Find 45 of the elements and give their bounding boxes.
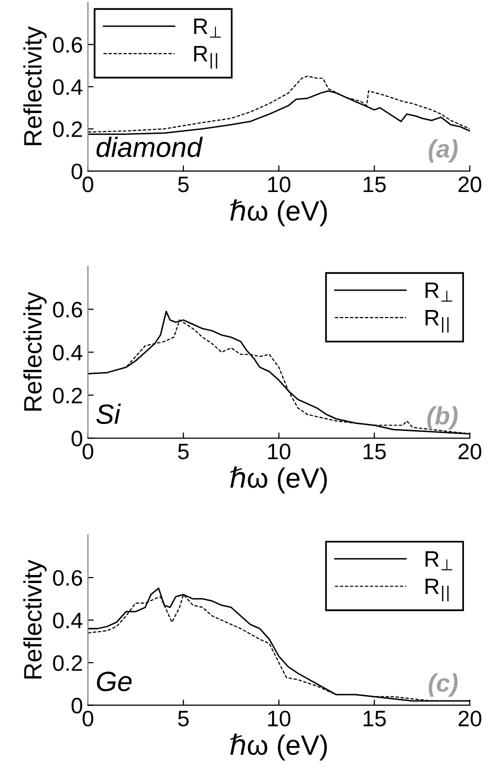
legend-label: R$_{⊥}$ <box>426 282 452 302</box>
x-tick-label: 20 <box>458 710 482 726</box>
y-axis-title: Reflectivity <box>23 26 47 146</box>
x-axis-title: ℏω (eV) <box>230 734 327 760</box>
legend-label: R$_{||}$ <box>426 310 449 333</box>
x-tick-label: 10 <box>268 444 290 460</box>
y-tick-label: 0 <box>72 698 82 714</box>
x-tick-label: 5 <box>178 710 189 726</box>
x-tick-label: 10 <box>268 176 290 192</box>
annotation: Ge <box>96 672 132 692</box>
x-tick-label: 20 <box>458 444 482 460</box>
y-tick-label: 0 <box>72 164 82 180</box>
x-tick-label: 15 <box>364 710 386 726</box>
x-tick-label: 0 <box>82 176 94 192</box>
x-tick-label: 15 <box>364 176 386 192</box>
legend-label: R$_{⊥}$ <box>426 551 452 570</box>
y-tick-label: 0.2 <box>53 121 82 138</box>
x-tick-label: 0 <box>82 444 94 460</box>
x-tick-label: 5 <box>178 176 189 192</box>
y-axis-title: Reflectivity <box>23 560 47 678</box>
y-tick-label: 0.2 <box>53 388 82 404</box>
y-tick-label: 0.6 <box>53 570 82 586</box>
y-tick-label: 0.4 <box>53 612 82 628</box>
y-tick-label: 0.4 <box>53 79 82 95</box>
legend-label: R$_{⊥}$ <box>194 18 221 38</box>
y-tick-label: 0.4 <box>53 344 82 360</box>
x-axis-title: ℏω (eV) <box>230 466 327 494</box>
y-tick-label: 0.6 <box>53 37 82 53</box>
annotation: Si <box>96 404 121 424</box>
y-tick-label: 0.6 <box>53 302 82 318</box>
y-tick-label: 0 <box>72 430 82 446</box>
x-tick-label: 5 <box>178 444 189 460</box>
annotation: (c) <box>428 673 458 697</box>
annotation: (a) <box>428 139 458 163</box>
x-tick-label: 15 <box>364 444 386 460</box>
annotation: diamond <box>96 136 203 158</box>
y-axis-title: Reflectivity <box>23 292 47 411</box>
y-tick-label: 0.2 <box>53 655 82 671</box>
x-tick-label: 20 <box>458 176 482 192</box>
legend-label: R$_{||}$ <box>194 46 218 69</box>
x-tick-label: 0 <box>82 710 94 726</box>
legend-label: R$_{||}$ <box>426 578 449 602</box>
x-axis-title: ℏω (eV) <box>230 199 327 226</box>
x-tick-label: 10 <box>268 710 290 726</box>
annotation: (b) <box>427 406 458 430</box>
